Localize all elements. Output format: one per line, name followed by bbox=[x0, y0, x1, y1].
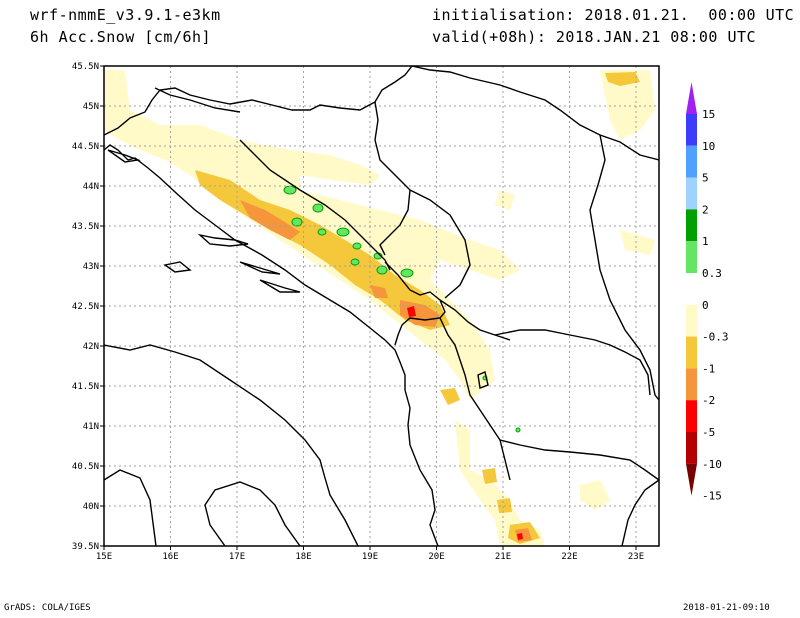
serbia-east bbox=[409, 189, 471, 299]
colorbar-label: 1 bbox=[702, 235, 709, 248]
greece-coast bbox=[621, 479, 659, 546]
lat-label: 44N bbox=[83, 182, 99, 192]
lon-label: 20E bbox=[428, 552, 444, 562]
lat-label: 42N bbox=[83, 342, 99, 352]
colorbar-segment bbox=[686, 145, 697, 178]
colorbar-segment bbox=[686, 241, 697, 273]
lat-label: 41N bbox=[83, 422, 99, 432]
colorbar-label: -5 bbox=[702, 426, 715, 439]
island-5 bbox=[107, 149, 141, 163]
field-name: 6h Acc.Snow [cm/6h] bbox=[30, 28, 212, 46]
snow-light-east bbox=[600, 70, 655, 140]
snow-dark-orange-1 bbox=[240, 200, 300, 240]
kosovo-border bbox=[439, 299, 511, 341]
init-time: initialisation: 2018.01.21. 00:00 UTC bbox=[432, 6, 795, 24]
lat-label: 41.5N bbox=[72, 382, 99, 392]
lat-label: 42.5N bbox=[72, 302, 99, 312]
snow-light-se bbox=[580, 480, 610, 510]
snow-field bbox=[104, 70, 655, 546]
lon-label: 15E bbox=[96, 552, 112, 562]
snow-light-ne bbox=[495, 190, 515, 210]
colorbar-segment bbox=[686, 273, 697, 305]
lat-label: 43.5N bbox=[72, 222, 99, 232]
greece-north bbox=[499, 439, 659, 481]
lat-label: 40.5N bbox=[72, 462, 99, 472]
colorbar-label: 15 bbox=[702, 108, 715, 121]
lon-axis: 15E 16E 17E 18E 19E 20E 21E 22E 23E bbox=[96, 546, 644, 562]
colorbar-segment bbox=[686, 209, 697, 242]
lat-label: 40N bbox=[83, 502, 99, 512]
north-border bbox=[104, 66, 413, 136]
colorbar-label: -0.3 bbox=[702, 331, 729, 344]
colorbar-segment bbox=[686, 304, 697, 337]
snow-dark-orange-2 bbox=[400, 300, 440, 327]
snow-orange-top bbox=[605, 72, 640, 86]
colorbar-label: 2 bbox=[702, 203, 709, 216]
island-2 bbox=[239, 261, 281, 275]
macedonia-border bbox=[494, 329, 651, 396]
snow-red-2 bbox=[517, 533, 523, 540]
valid-time: valid(+08h): 2018.JAN.21 08:00 UTC bbox=[432, 28, 757, 46]
model-name: wrf-nmmE_v3.9.1-e3km bbox=[30, 6, 221, 24]
snow-green-spots bbox=[283, 185, 521, 433]
colorbar-label: 10 bbox=[702, 140, 715, 153]
lat-label: 39.5N bbox=[72, 542, 99, 552]
island-4 bbox=[163, 261, 192, 273]
lon-label: 21E bbox=[495, 552, 511, 562]
island-3 bbox=[259, 279, 301, 293]
colorbar-top-arrow bbox=[686, 82, 697, 114]
colorbar-label: -10 bbox=[702, 458, 722, 471]
colorbar-segment bbox=[686, 336, 697, 369]
lat-axis: 45.5N 45N 44.5N 44N 43.5N 43N 42.5N 42N 41.5N 41N… bbox=[72, 62, 104, 552]
coastlines-borders bbox=[104, 66, 659, 546]
lon-label: 22E bbox=[561, 552, 577, 562]
montenegro-border bbox=[384, 261, 446, 346]
timestamp-text: 2018-01-21-09:10 bbox=[683, 603, 770, 613]
snow-red-1 bbox=[407, 306, 416, 317]
drava-border bbox=[154, 87, 241, 113]
colorbar-label: -2 bbox=[702, 394, 715, 407]
colorbar-segment bbox=[686, 177, 697, 210]
lat-label: 43N bbox=[83, 262, 99, 272]
colorbar-label: 5 bbox=[702, 172, 709, 185]
lake-ohrid bbox=[477, 371, 489, 389]
colorbar-label: -15 bbox=[702, 490, 722, 503]
italy-heel bbox=[104, 469, 157, 546]
colorbar-label: 0 bbox=[702, 299, 709, 312]
snow-orange-s1 bbox=[440, 388, 460, 405]
colorbar-segment bbox=[686, 368, 697, 401]
bulgaria-border bbox=[589, 134, 659, 401]
lon-label: 17E bbox=[229, 552, 245, 562]
albania-border bbox=[439, 317, 511, 481]
colorbar-segment bbox=[686, 114, 697, 146]
snow-orange-s2 bbox=[482, 468, 497, 484]
colorbar-segment bbox=[686, 400, 697, 432]
colorbar-label: 0.3 bbox=[702, 267, 722, 280]
gridlines bbox=[104, 66, 659, 546]
lon-label: 23E bbox=[628, 552, 644, 562]
lon-label: 16E bbox=[162, 552, 178, 562]
lon-label: 19E bbox=[362, 552, 378, 562]
snow-dark-orange-4 bbox=[370, 285, 388, 298]
credit-text: GrADS: COLA/IGES bbox=[4, 603, 91, 613]
colorbar: 15 10 5 2 1 0.3 0 -0.3 -1 -2 -5 -10 -15 bbox=[686, 82, 729, 503]
colorbar-label: -1 bbox=[702, 362, 715, 375]
lat-label: 45.5N bbox=[72, 62, 99, 72]
island-1 bbox=[197, 233, 249, 247]
colorbar-segment bbox=[686, 432, 697, 464]
lon-label: 18E bbox=[295, 552, 311, 562]
italy-sole bbox=[204, 481, 301, 546]
snow-light-east2 bbox=[620, 230, 655, 255]
croatia-coast bbox=[104, 144, 439, 546]
bosnia-south bbox=[239, 139, 391, 271]
hungary-serbia bbox=[411, 66, 659, 161]
lat-label: 45N bbox=[83, 102, 99, 112]
lat-label: 44.5N bbox=[72, 142, 99, 152]
colorbar-bottom-arrow bbox=[686, 463, 697, 496]
italy-coast bbox=[104, 344, 359, 546]
